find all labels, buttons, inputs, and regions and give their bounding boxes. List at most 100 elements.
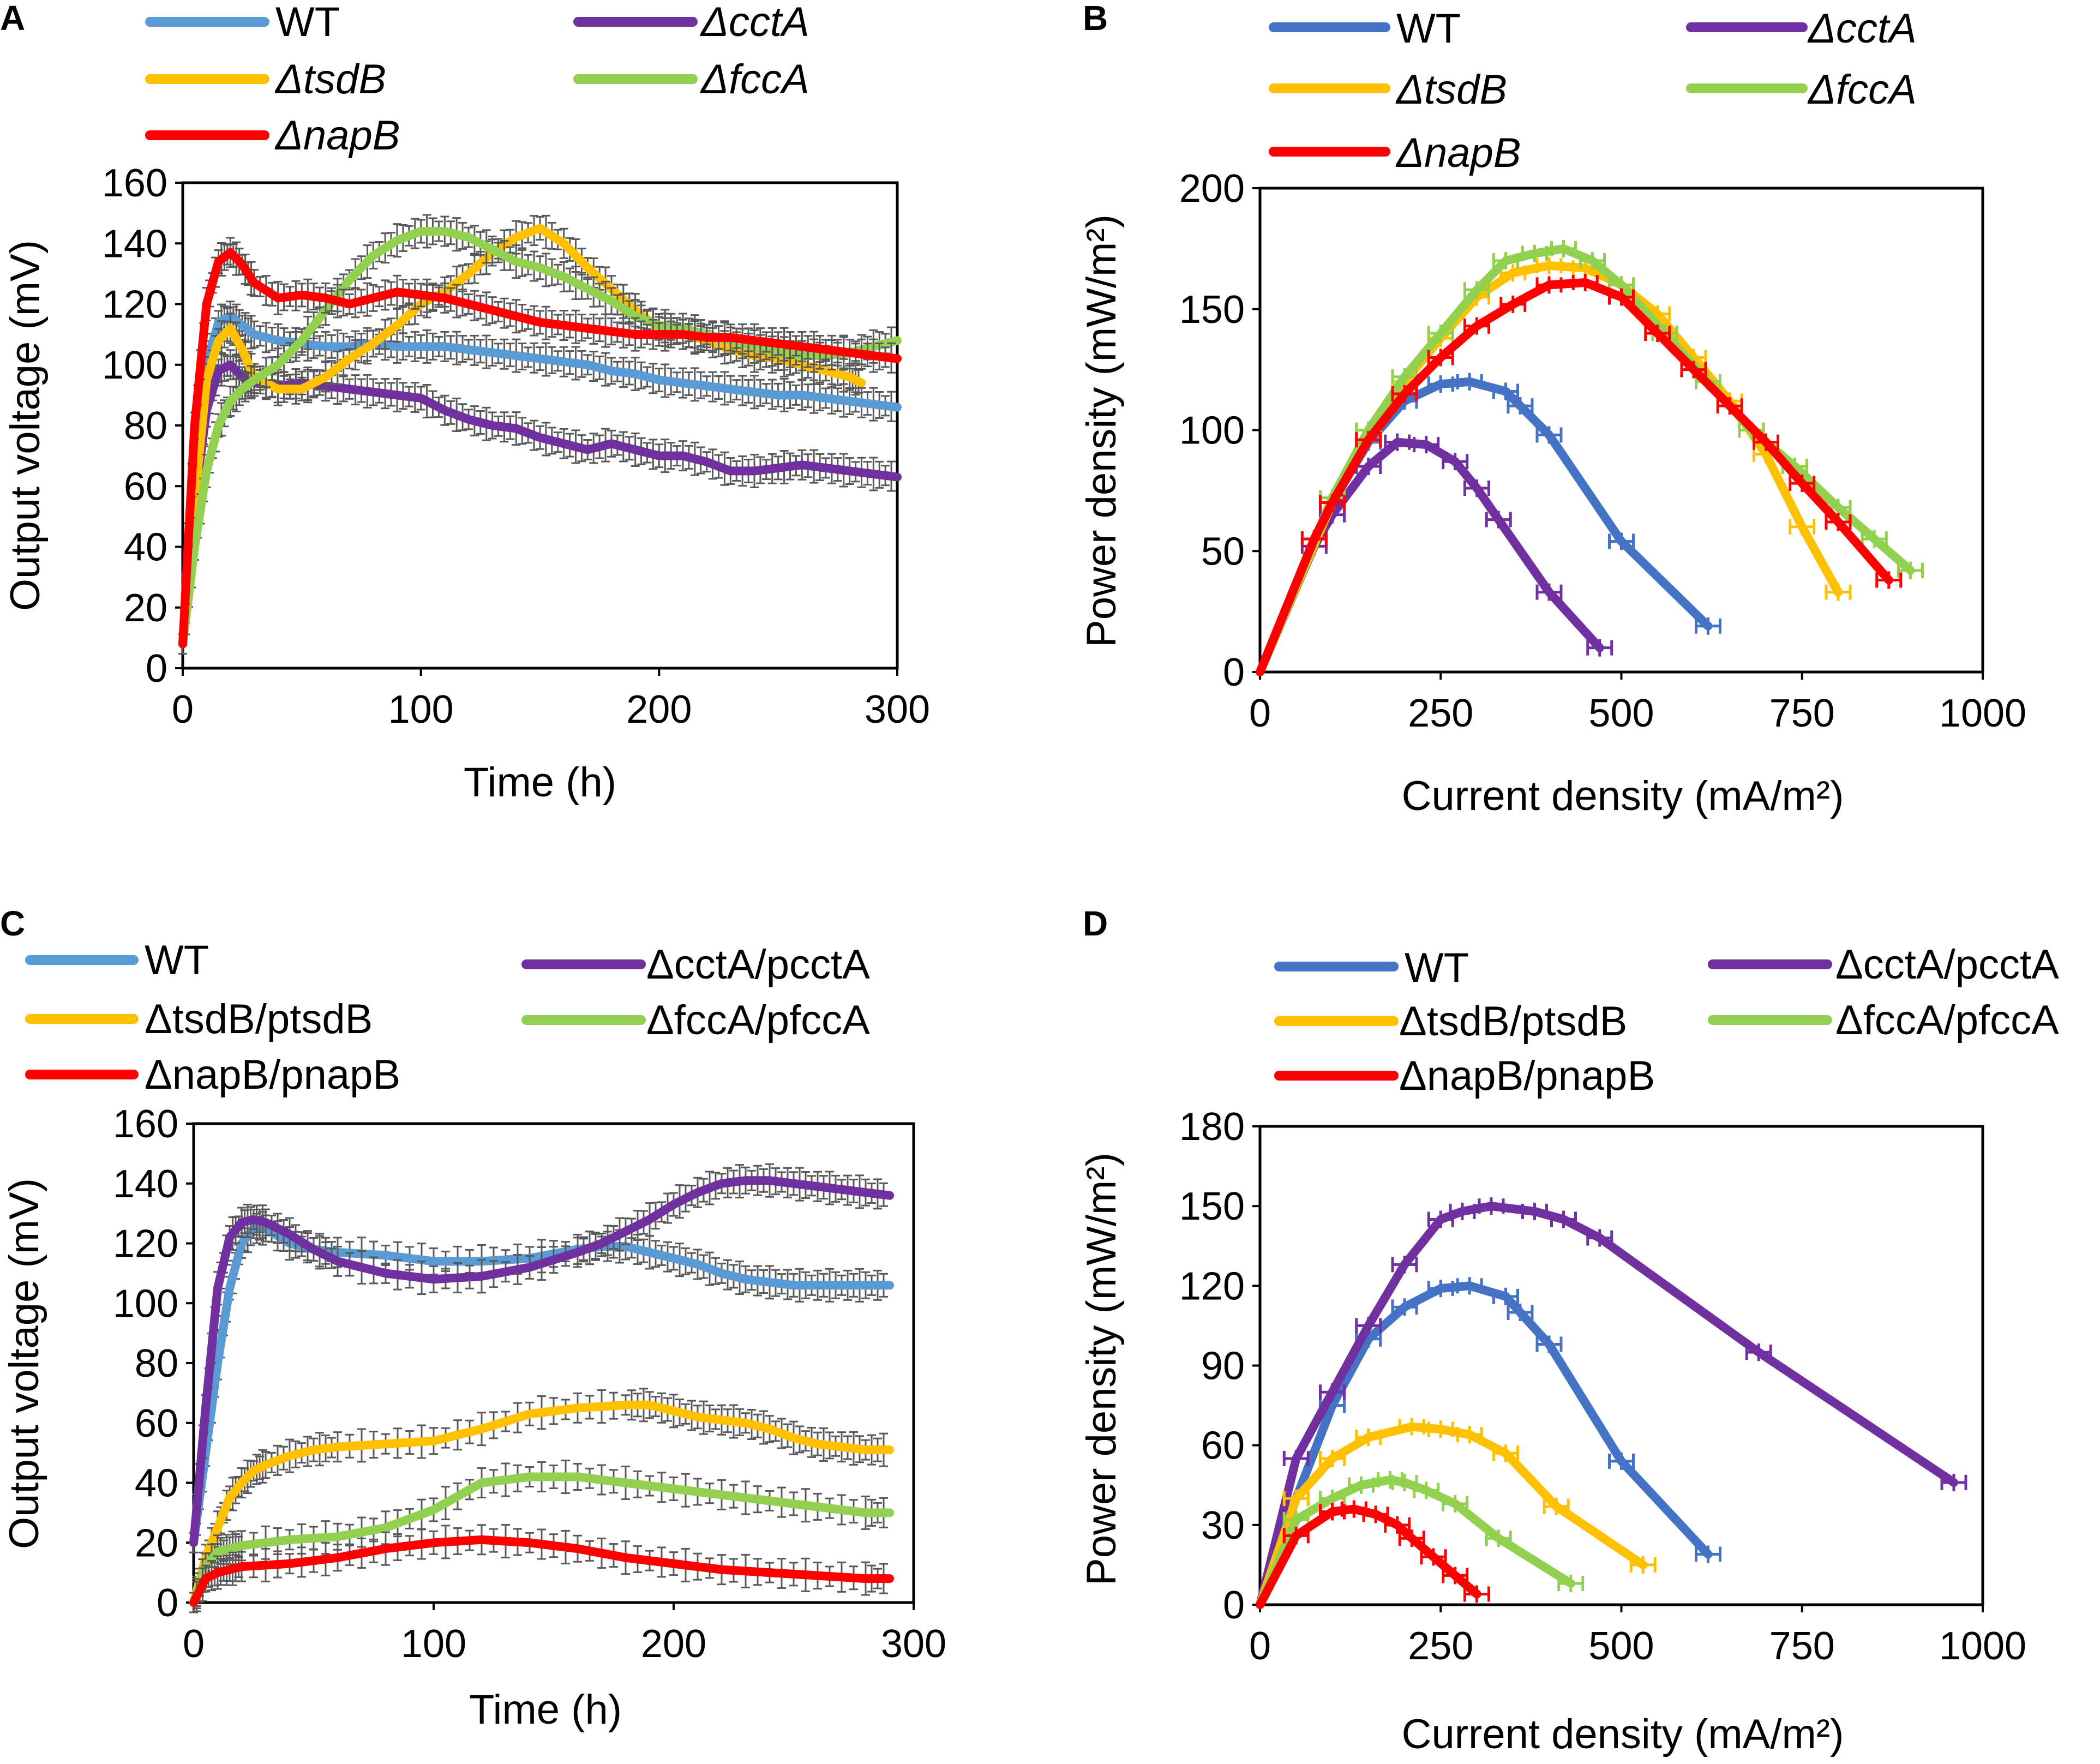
legend-label-fcc: ΔfccA/pfccA	[1835, 997, 2059, 1043]
y-tick-label: 0	[1223, 651, 1245, 694]
series-line-1	[189, 1176, 894, 1547]
panel-d-ylabel: Power density (mW/m²)	[1078, 1153, 1125, 1586]
legend-label-cct: ΔcctA/pcctA	[1835, 941, 2059, 988]
y-tick-label: 200	[1179, 167, 1245, 211]
panel-a-letter: A	[0, 0, 25, 38]
panel-b-plot: 0 50 100 150 200 0 250 500 750 1000	[1179, 167, 2026, 735]
y-tick-label: 80	[124, 404, 167, 448]
legend-label-cct: ΔcctA	[1807, 5, 1917, 52]
panel-b-ylabel: Power density (mW/m²)	[1078, 214, 1125, 647]
panel-b-legend: WT ΔcctA ΔtsdB ΔfccA ΔnapB	[1269, 5, 1917, 176]
panel-b: B WT ΔcctA ΔtsdB ΔfccA ΔnapB 0 50 100 150 20…	[1078, 0, 2026, 819]
series-line-0	[1256, 1281, 1713, 1609]
x-tick-label: 200	[626, 688, 692, 731]
series-1	[1256, 1197, 1967, 1609]
panel-d-letter: D	[1083, 904, 1108, 943]
panel-a-xlabel: Time (h)	[464, 759, 616, 806]
y-tick-label: 100	[113, 1282, 178, 1325]
panel-c-xlabel: Time (h)	[469, 1687, 622, 1733]
panel-d-xlabel: Current density (mA/m²)	[1402, 1711, 1844, 1757]
panel-d: D WT ΔcctA/pcctA ΔtsdB/ptsdB ΔfccA/pfccA…	[1078, 904, 2059, 1757]
panel-b-letter: B	[1083, 0, 1108, 38]
series-line-3	[1256, 244, 1915, 676]
legend-label-cct: ΔcctA	[700, 0, 809, 45]
series-4	[1256, 273, 1903, 676]
series-line-2	[1256, 1422, 1648, 1609]
x-tick-label: 200	[641, 1622, 706, 1666]
panel-c-plot: 0 20 40 60 80 100 120 140 160 0 100 200 300	[113, 1102, 946, 1666]
legend-label-tsd: ΔtsdB/ptsdB	[1399, 998, 1627, 1045]
series-line-4	[189, 1535, 894, 1607]
x-tick-label: 250	[1408, 692, 1473, 735]
series-1	[189, 1163, 894, 1553]
legend-label-wt: WT	[1396, 5, 1461, 52]
y-tick-label: 150	[1179, 288, 1245, 332]
x-tick-label: 0	[172, 688, 194, 731]
y-tick-label: 20	[124, 586, 167, 630]
y-tick-label: 120	[102, 283, 167, 327]
y-tick-label: 180	[1179, 1105, 1245, 1149]
y-tick-label: 0	[1223, 1583, 1245, 1627]
y-tick-label: 0	[157, 1581, 178, 1625]
y-tick-label: 140	[113, 1162, 178, 1206]
panel-a-plot: 0 20 40 60 80 100 120 140 160 0 100 200 300	[102, 161, 930, 731]
panel-a-ylabel: Output voltage (mV)	[2, 240, 49, 611]
series-line-1	[1256, 1202, 1958, 1609]
legend-label-nap: ΔnapB/pnapB	[1399, 1053, 1655, 1099]
x-tick-label: 300	[865, 688, 930, 731]
y-tick-label: 60	[135, 1402, 178, 1445]
legend-label-fcc: ΔfccA	[1807, 67, 1917, 113]
legend-label-nap: ΔnapB	[1395, 130, 1521, 176]
y-tick-label: 140	[102, 222, 167, 266]
legend-label-nap: ΔnapB	[274, 112, 400, 159]
x-tick-label: 100	[388, 688, 454, 731]
y-tick-label: 100	[102, 344, 167, 387]
x-tick-label: 750	[1769, 1624, 1835, 1668]
y-tick-label: 90	[1201, 1345, 1245, 1388]
panel-b-xlabel: Current density (mA/m²)	[1402, 773, 1844, 819]
panel-d-legend: WT ΔcctA/pcctA ΔtsdB/ptsdB ΔfccA/pfccA Δ…	[1274, 941, 2059, 1099]
x-tick-label: 0	[183, 1622, 205, 1666]
y-tick-label: 30	[1201, 1504, 1245, 1547]
legend-label-tsd: ΔtsdB	[1395, 67, 1507, 113]
x-tick-label: 300	[881, 1622, 946, 1666]
y-tick-label: 50	[1201, 530, 1245, 573]
series-line-4	[1256, 278, 1893, 676]
legend-label-fcc: ΔfccA	[700, 56, 809, 103]
series-4	[189, 1524, 894, 1613]
panel-c-ylabel: Output voltage (mV)	[1, 1178, 47, 1549]
y-tick-label: 80	[135, 1342, 178, 1385]
x-tick-label: 1000	[1939, 1624, 2026, 1668]
legend-label-fcc: ΔfccA/pfccA	[646, 997, 870, 1043]
y-tick-label: 120	[1179, 1264, 1245, 1308]
panel-c-letter: C	[0, 904, 25, 943]
x-tick-label: 100	[401, 1622, 466, 1666]
panel-c: C WT ΔcctA/pcctA ΔtsdB/ptsdB ΔfccA/pfccA…	[0, 904, 946, 1733]
y-tick-label: 60	[124, 465, 167, 508]
legend-label-wt: WT	[1405, 945, 1469, 991]
y-tick-label: 40	[135, 1462, 178, 1505]
panel-a: A WT ΔcctA ΔtsdB ΔfccA ΔnapB 0 20 40 60 80 10…	[0, 0, 930, 806]
x-tick-label: 250	[1408, 1624, 1473, 1668]
y-tick-label: 150	[1179, 1185, 1245, 1228]
y-tick-label: 0	[146, 647, 167, 691]
legend-label-wt: WT	[145, 937, 209, 983]
x-tick-label: 1000	[1939, 692, 2026, 735]
legend-label-wt: WT	[275, 0, 340, 45]
series-2	[1256, 1418, 1657, 1609]
series-2	[189, 1388, 894, 1613]
y-tick-label: 100	[1179, 409, 1245, 453]
y-tick-label: 160	[113, 1102, 178, 1146]
x-tick-label: 500	[1588, 1624, 1654, 1668]
y-tick-label: 160	[102, 161, 167, 205]
x-tick-label: 750	[1769, 692, 1835, 735]
y-tick-label: 60	[1201, 1424, 1245, 1468]
legend-label-tsd: ΔtsdB/ptsdB	[145, 996, 373, 1042]
x-tick-label: 0	[1249, 1624, 1271, 1668]
series-line-3	[1256, 1475, 1575, 1609]
series-4	[178, 237, 902, 655]
panel-a-legend: WT ΔcctA ΔtsdB ΔfccA ΔnapB	[145, 0, 809, 159]
legend-label-cct: ΔcctA/pcctA	[646, 941, 870, 988]
series-4	[1256, 1500, 1490, 1609]
